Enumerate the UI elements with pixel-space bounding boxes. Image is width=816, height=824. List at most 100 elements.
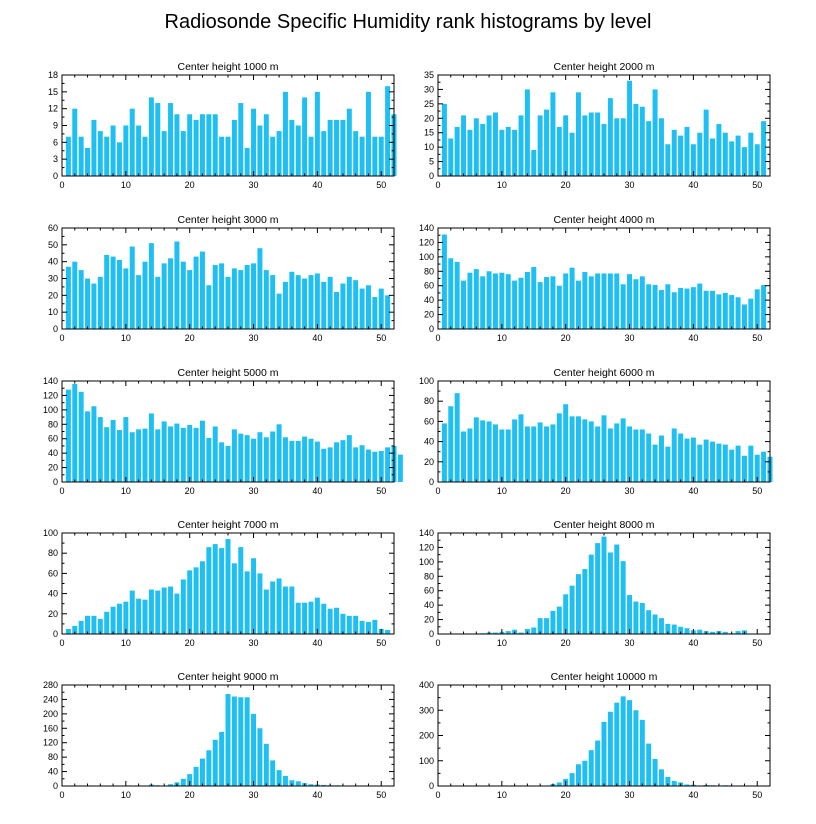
bar <box>346 435 352 482</box>
bar <box>142 261 148 329</box>
bar <box>206 285 212 329</box>
bar <box>212 426 218 482</box>
x-tick-label: 30 <box>249 333 259 343</box>
bar <box>378 136 384 176</box>
bar <box>486 421 492 482</box>
bar <box>334 607 340 634</box>
bar <box>512 129 518 176</box>
bar <box>104 611 110 634</box>
bar <box>123 125 129 176</box>
bar <box>219 136 225 176</box>
x-tick-label: 40 <box>688 486 698 496</box>
bar <box>295 602 301 634</box>
bar <box>72 625 78 634</box>
bar <box>461 115 467 176</box>
bar <box>658 118 664 176</box>
y-tick-label: 120 <box>43 390 58 400</box>
bar <box>212 114 218 176</box>
bar <box>148 243 154 329</box>
bar <box>467 129 473 176</box>
x-tick-label: 30 <box>625 486 635 496</box>
y-tick-label: 40 <box>424 295 434 305</box>
bar <box>741 147 747 176</box>
bar <box>365 449 371 482</box>
bar <box>563 594 569 634</box>
bar <box>461 431 467 482</box>
bar <box>671 428 677 482</box>
x-tick-label: 30 <box>625 790 635 800</box>
bar <box>212 739 218 786</box>
y-tick-label: 140 <box>43 376 58 386</box>
y-tick-label: 140 <box>419 528 434 538</box>
x-tick-label: 10 <box>121 638 131 648</box>
bar <box>582 115 588 176</box>
bar <box>372 451 378 482</box>
bar <box>722 444 728 482</box>
bar <box>646 284 652 329</box>
bar <box>155 590 161 634</box>
y-tick-label: 40 <box>424 437 434 447</box>
bar <box>340 283 346 329</box>
x-tick-label: 0 <box>435 790 440 800</box>
bar <box>168 784 174 786</box>
bar <box>646 743 652 786</box>
bar <box>161 421 167 482</box>
x-tick-label: 20 <box>185 638 195 648</box>
bar <box>155 276 161 329</box>
bar <box>748 132 754 176</box>
bar <box>314 441 320 482</box>
bar <box>646 433 652 482</box>
bar <box>575 416 581 482</box>
bar <box>633 279 639 329</box>
bar <box>327 608 333 634</box>
bar <box>531 426 537 482</box>
bar <box>385 295 391 329</box>
x-tick-label: 20 <box>185 333 195 343</box>
bar <box>480 276 486 329</box>
bar <box>321 784 327 786</box>
bar <box>199 251 205 329</box>
bar <box>499 272 505 329</box>
y-tick-label: 20 <box>424 113 434 123</box>
bar <box>575 92 581 176</box>
bar <box>690 144 696 176</box>
x-tick-label: 0 <box>59 333 64 343</box>
bar <box>473 417 479 482</box>
bar <box>193 119 199 176</box>
bar <box>646 610 652 634</box>
x-tick-label: 50 <box>752 638 762 648</box>
bar <box>569 416 575 482</box>
bar <box>65 389 71 482</box>
bar <box>627 274 633 329</box>
bar <box>448 138 454 176</box>
bar <box>492 273 498 329</box>
x-tick-label: 40 <box>688 333 698 343</box>
bar <box>697 444 703 482</box>
bar <box>302 97 308 176</box>
panel-title: Center height 6000 m <box>554 367 655 379</box>
bar <box>614 273 620 329</box>
bar <box>85 411 91 482</box>
bar <box>684 784 690 786</box>
bar <box>78 620 84 634</box>
bar <box>168 258 174 329</box>
bar <box>505 274 511 329</box>
bar <box>633 429 639 482</box>
bar <box>282 437 288 482</box>
bar <box>620 118 626 176</box>
x-tick-label: 30 <box>249 180 259 190</box>
panel-title: Center height 2000 m <box>554 61 655 73</box>
bar <box>110 125 116 176</box>
bar <box>174 423 180 482</box>
bar <box>334 442 340 482</box>
bar <box>225 539 231 634</box>
bar <box>180 579 186 634</box>
y-tick-label: 9 <box>53 121 58 131</box>
bar <box>505 429 511 482</box>
bar <box>110 419 116 482</box>
x-tick-label: 10 <box>121 790 131 800</box>
bar <box>646 121 652 176</box>
bar <box>697 132 703 176</box>
x-tick-label: 20 <box>185 180 195 190</box>
bar <box>620 418 626 482</box>
